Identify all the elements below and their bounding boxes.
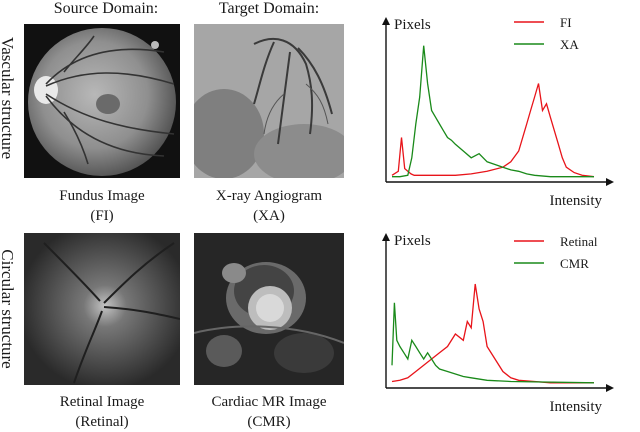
x-axis-arrow-bottom: [606, 384, 614, 392]
caption-xray-line1: X-ray Angiogram: [215, 188, 323, 204]
fundus-image: [24, 24, 180, 178]
x-axis-label-bottom: Intensity: [550, 399, 603, 415]
caption-fundus-line1: Fundus Image: [59, 188, 145, 204]
xray-angiogram-image: [194, 24, 344, 178]
caption-xray-line2: (XA): [253, 208, 285, 224]
caption-fundus: Fundus Image (FI): [24, 186, 180, 226]
legend-label-retinal: Retinal: [560, 234, 598, 249]
legend-label-xa: XA: [560, 37, 579, 52]
header-target-domain: Target Domain:: [218, 0, 320, 17]
caption-retinal-line1: Retinal Image: [59, 394, 145, 410]
retinal-image: [24, 233, 180, 385]
cardiac-mr-image: [194, 233, 344, 385]
header-source-domain: Source Domain:: [53, 0, 159, 17]
caption-retinal: Retinal Image (Retinal): [24, 392, 180, 432]
legend-label-fi: FI: [560, 15, 572, 30]
series-line-xa-top: [392, 45, 594, 178]
caption-cmr-line2: (CMR): [247, 414, 291, 430]
y-axis-arrow-bottom: [382, 233, 390, 241]
y-axis-label-bottom: Pixels: [394, 233, 431, 249]
caption-cmr: Cardiac MR Image (CMR): [194, 392, 344, 432]
caption-retinal-line2: (Retinal): [75, 414, 129, 430]
caption-xray: X-ray Angiogram (XA): [194, 186, 344, 226]
series-line-retinal-bottom: [391, 283, 594, 384]
series-line-fi-top: [391, 83, 595, 178]
caption-cmr-line1: Cardiac MR Image: [211, 394, 327, 410]
y-axis-label-top: Pixels: [394, 17, 431, 33]
y-axis-arrow-top: [382, 17, 390, 25]
legend-label-cmr: CMR: [560, 256, 589, 271]
x-axis-arrow-top: [606, 178, 614, 186]
series-line-cmr-bottom: [391, 302, 595, 384]
x-axis-label-top: Intensity: [550, 193, 603, 209]
caption-fundus-line2: (FI): [90, 208, 114, 224]
